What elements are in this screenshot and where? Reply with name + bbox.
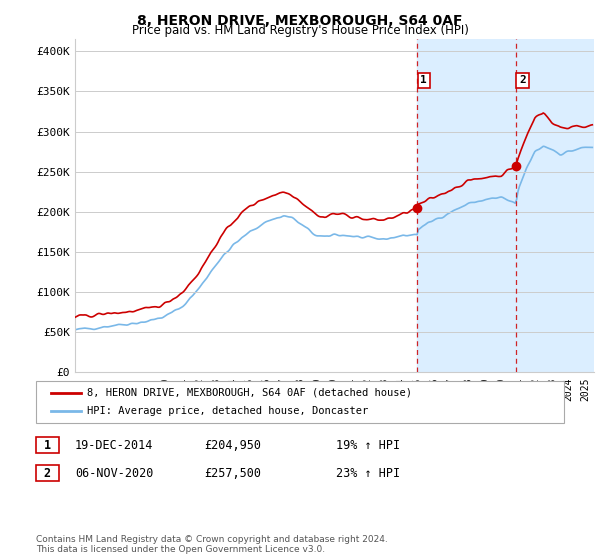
Text: 1: 1 [421,76,427,85]
Text: 19-DEC-2014: 19-DEC-2014 [75,438,154,452]
Text: £204,950: £204,950 [204,438,261,452]
Text: Contains HM Land Registry data © Crown copyright and database right 2024.
This d: Contains HM Land Registry data © Crown c… [36,535,388,554]
Text: 8, HERON DRIVE, MEXBOROUGH, S64 0AF (detached house): 8, HERON DRIVE, MEXBOROUGH, S64 0AF (det… [87,388,412,398]
Text: 8, HERON DRIVE, MEXBOROUGH, S64 0AF: 8, HERON DRIVE, MEXBOROUGH, S64 0AF [137,14,463,28]
Text: Price paid vs. HM Land Registry's House Price Index (HPI): Price paid vs. HM Land Registry's House … [131,24,469,37]
Text: 2: 2 [519,76,526,85]
Bar [417,39,596,372]
Text: 23% ↑ HPI: 23% ↑ HPI [336,466,400,480]
Text: £257,500: £257,500 [204,466,261,480]
Text: HPI: Average price, detached house, Doncaster: HPI: Average price, detached house, Donc… [87,406,368,416]
Text: 06-NOV-2020: 06-NOV-2020 [75,466,154,480]
Text: 1: 1 [44,438,51,452]
Text: 2: 2 [44,466,51,480]
Text: 19% ↑ HPI: 19% ↑ HPI [336,438,400,452]
